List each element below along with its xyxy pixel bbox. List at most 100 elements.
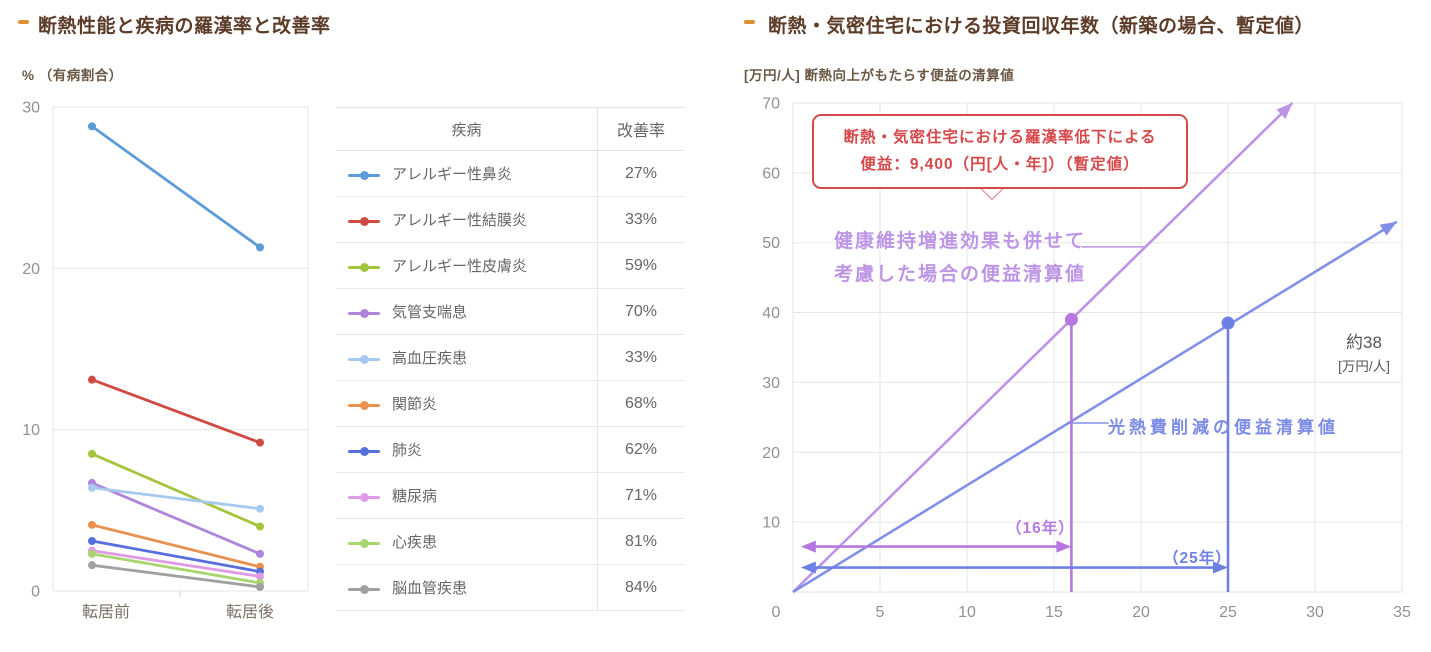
legend-disease-cell: アレルギー性鼻炎 [336, 150, 598, 197]
series-dot-icon [360, 170, 369, 180]
series-marker-icon [348, 262, 380, 272]
data-point [88, 122, 96, 131]
improvement-rate-value: 62% [597, 426, 684, 473]
left-chart-title: 断熱性能と疾病の羅漢率と改善率 [38, 16, 331, 37]
series-dot-icon [360, 538, 369, 548]
legend-row: アレルギー性鼻炎 27% [336, 150, 684, 197]
series-肺炎 [88, 536, 264, 576]
legend-row: 関節炎 68% [336, 380, 684, 427]
series-marker-icon [348, 584, 380, 594]
series-marker-icon [348, 538, 380, 548]
improvement-rate-value: 33% [597, 334, 684, 381]
data-point [256, 504, 264, 513]
data-point [256, 438, 264, 447]
callout-line2: 便益：9,400（円[人・年]）（暫定値） [860, 156, 1140, 174]
legend-disease-cell: 脳血管疾患 [336, 564, 598, 611]
improvement-rate-value: 84% [597, 564, 684, 611]
improvement-rate-value: 71% [597, 472, 684, 519]
svg-text:5: 5 [876, 604, 885, 621]
arrowhead-icon [1213, 561, 1228, 574]
series-marker-icon [348, 400, 380, 410]
data-point [88, 536, 96, 545]
series-dot-icon [360, 308, 369, 318]
series-アレルギー性皮膚炎 [88, 449, 264, 531]
arrowhead-icon [1379, 221, 1397, 236]
legend-header-row: 疾病 改善率 [336, 107, 684, 151]
payback-16-years-label: （16年） [1006, 520, 1075, 537]
benefit-approx-value: 約38 [1346, 333, 1382, 352]
benefit-series-line [792, 102, 1294, 593]
legend-row: 糖尿病 71% [336, 472, 684, 519]
svg-text:0: 0 [31, 584, 40, 601]
series-marker-icon [348, 216, 380, 226]
series-dot-icon [360, 446, 369, 456]
series-アレルギー性鼻炎 [88, 122, 264, 252]
payback-annotation [800, 313, 1078, 592]
series-marker-icon [348, 308, 380, 318]
payback-25-years-label: （25年） [1163, 550, 1232, 567]
legend-disease-cell: 関節炎 [336, 380, 598, 427]
svg-text:10: 10 [762, 515, 780, 532]
legend-disease-cell: アレルギー性結膜炎 [336, 196, 598, 243]
svg-text:10: 10 [958, 604, 976, 621]
svg-text:転居前: 転居前 [82, 603, 130, 621]
series-marker-icon [348, 492, 380, 502]
legend-disease-cell: 心疾患 [336, 518, 598, 565]
improvement-rate-value: 81% [597, 518, 684, 565]
svg-text:30: 30 [762, 375, 780, 392]
series-dot-icon [360, 584, 369, 594]
svg-text:40: 40 [762, 305, 780, 322]
svg-text:転居後: 転居後 [226, 603, 274, 621]
arrowhead-icon [800, 561, 816, 574]
left-y-axis-unit: % （有病割合） [22, 68, 123, 83]
legend-row: アレルギー性結膜炎 33% [336, 196, 684, 243]
benefit-value-note: 約38 [万円/人] [1318, 328, 1410, 375]
series-marker-icon [348, 354, 380, 364]
left-title-dash-icon [18, 20, 29, 24]
data-point [256, 549, 264, 558]
legend-disease-cell: アレルギー性皮膚炎 [336, 242, 598, 289]
svg-text:30: 30 [1306, 604, 1324, 621]
data-point [88, 561, 96, 570]
data-point [88, 375, 96, 384]
payback-data-point [1221, 316, 1235, 330]
series-marker-icon [348, 170, 380, 180]
series-dot-icon [360, 400, 369, 410]
disease-line-chart: 0 10 20 30 転居前 転居後 [22, 100, 309, 621]
health-benefit-note: 健康維持増進効果も併せて 考慮した場合の便益清算値 [833, 231, 1086, 286]
legend-row: 気管支喘息 70% [336, 288, 684, 335]
series-dot-icon [360, 492, 369, 502]
svg-text:15: 15 [1045, 604, 1063, 621]
right-chart-title: 断熱・気密住宅における投資回収年数（新築の場合、暫定値） [768, 16, 1315, 37]
payback-line-chart: 10 20 30 40 50 60 70 0 5 10 15 20 25 30 35 [762, 95, 1411, 621]
improvement-rate-value: 68% [597, 380, 684, 427]
data-point [88, 520, 96, 529]
data-point [88, 483, 96, 492]
legend-series-label: 糖尿病 [392, 488, 438, 505]
payback-data-point [1064, 313, 1078, 327]
payback-annotation [800, 316, 1235, 592]
data-point [256, 572, 264, 581]
legend-row: 高血圧疾患 33% [336, 334, 684, 381]
svg-text:25: 25 [1219, 604, 1237, 621]
series-脳血管疾患 [88, 561, 264, 591]
benefit-series-line [792, 220, 1398, 594]
svg-text:20: 20 [22, 261, 40, 278]
legend-series-label: アレルギー性皮膚炎 [392, 258, 528, 275]
legend-header-disease: 疾病 [336, 107, 598, 151]
legend-disease-cell: 気管支喘息 [336, 288, 598, 335]
disease-legend-table: 疾病 改善率 アレルギー性鼻炎 27% アレルギー性結膜炎 33% アレルギー性皮膚炎 5… [336, 107, 684, 611]
series-高血圧疾患 [88, 483, 264, 513]
energy-benefit-note: 光熱費削減の便益清算値 [1108, 418, 1339, 437]
legend-row: アレルギー性皮膚炎 59% [336, 242, 684, 289]
svg-text:50: 50 [762, 235, 780, 252]
improvement-rate-value: 70% [597, 288, 684, 335]
legend-row: 心疾患 81% [336, 518, 684, 565]
svg-text:20: 20 [1132, 604, 1150, 621]
legend-series-label: 肺炎 [392, 442, 423, 459]
series-dot-icon [360, 354, 369, 364]
arrowhead-icon [800, 540, 816, 553]
series-marker-icon [348, 446, 380, 456]
legend-series-label: 脳血管疾患 [392, 580, 468, 597]
svg-text:60: 60 [762, 165, 780, 182]
